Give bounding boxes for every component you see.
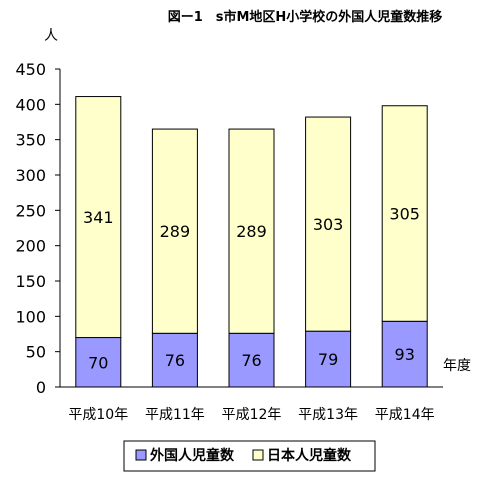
y-tick-label: 300: [15, 166, 46, 185]
bar-segment: [381, 105, 428, 322]
data-label: 76: [165, 351, 185, 370]
legend-label-japanese: 日本人児童数: [267, 447, 352, 464]
chart-title: 図ー1 s市M地区H小学校の外国人児童数推移: [168, 9, 443, 25]
y-axis-unit-label: 人: [44, 28, 58, 44]
legend-swatch-foreign: [135, 449, 147, 461]
y-tick-label: 100: [15, 307, 46, 326]
y-tick-label: 0: [36, 378, 46, 397]
bar-segment: [151, 128, 198, 334]
x-tick-label: 平成12年: [222, 407, 282, 423]
y-tick-label: 400: [15, 95, 46, 114]
data-label: 289: [236, 222, 267, 241]
data-label: 70: [88, 353, 108, 372]
x-axis-labels: 平成10年 平成11年 平成12年 平成13年 平成14年: [68, 407, 434, 423]
legend-label-foreign: 外国人児童数: [150, 447, 235, 464]
bar-segment: [75, 96, 122, 339]
y-tick-label: 450: [15, 60, 46, 79]
x-tick-label: 平成11年: [145, 407, 205, 423]
data-label: 341: [83, 208, 114, 227]
legend: 外国人児童数 日本人児童数: [123, 440, 376, 472]
y-tick-label: 50: [26, 343, 46, 362]
legend-frame: [123, 440, 376, 472]
y-axis-ticks: 0 50 100 150 200 250 300 350 400 450: [15, 60, 60, 397]
bars: 70 341 76 289 76 289 79 303 93 305: [75, 96, 428, 388]
data-label: 79: [318, 350, 338, 369]
data-label: 289: [160, 222, 191, 241]
x-axis-unit-label: 年度: [443, 358, 471, 374]
y-tick-label: 250: [15, 201, 46, 220]
y-tick-label: 200: [15, 237, 46, 256]
data-label: 305: [389, 205, 420, 224]
x-tick-label: 平成14年: [375, 407, 435, 423]
bar-segment: [381, 320, 428, 388]
x-tick-label: 平成13年: [298, 407, 358, 423]
bar-segment: [228, 128, 275, 334]
bar-segment: [228, 332, 275, 388]
x-tick-label: 平成10年: [68, 407, 128, 423]
legend-swatch-japanese: [252, 449, 264, 461]
data-label: 93: [395, 345, 415, 364]
y-tick-label: 350: [15, 131, 46, 150]
data-label: 76: [241, 351, 261, 370]
data-label: 303: [313, 215, 344, 234]
bar-segment: [305, 116, 352, 332]
bar-segment: [305, 330, 352, 388]
y-tick-label: 150: [15, 272, 46, 291]
